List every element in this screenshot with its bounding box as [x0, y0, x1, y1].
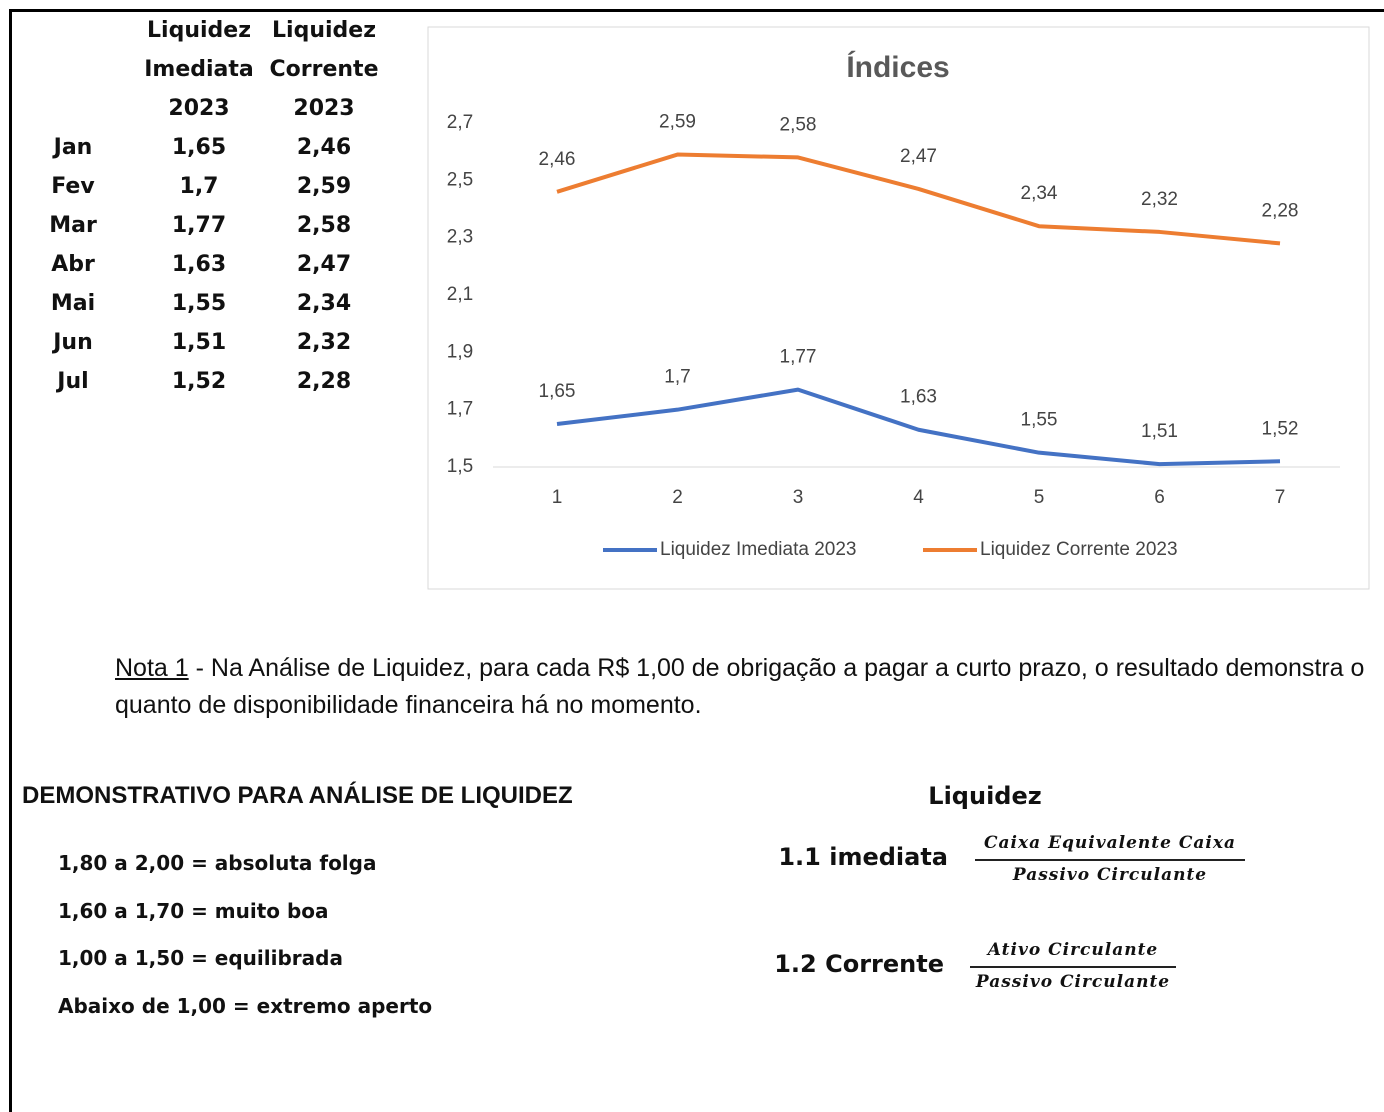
y-tick-label: 1,9: [447, 341, 473, 362]
scale-title: DEMONSTRATIVO PARA ANÁLISE DE LIQUIDEZ: [22, 782, 573, 809]
column-header: 2023: [168, 96, 230, 121]
table-cell: 1,65: [171, 135, 227, 160]
legend-label: Liquidez Corrente 2023: [980, 539, 1178, 560]
table-cell: 1,77: [171, 213, 227, 238]
data-label: 1,63: [900, 387, 937, 408]
x-tick-label: 2: [672, 487, 683, 508]
table-cell: 1,63: [171, 252, 227, 277]
formula-denominator: Passivo Circulante: [1012, 865, 1208, 885]
scale-item: Abaixo de 1,00 = extremo aperto: [58, 993, 433, 1018]
legend-label: Liquidez Imediata 2023: [660, 539, 856, 560]
table-cell: 2,47: [296, 252, 352, 277]
row-label: Jul: [57, 369, 89, 394]
data-label: 1,7: [664, 367, 690, 388]
note-label: Nota 1: [115, 654, 189, 682]
y-tick-label: 1,5: [447, 456, 473, 477]
formulas-title: Liquidez: [928, 782, 1042, 810]
table-cell: 2,28: [296, 369, 352, 394]
row-label: Mai: [50, 291, 96, 316]
formula-numerator: Caixa Equivalente Caixa: [983, 833, 1237, 853]
note: Nota 1 - Na Análise de Liquidez, para ca…: [115, 650, 1375, 724]
formula-label: 1.1 imediata: [778, 843, 948, 871]
page-border: [9, 9, 1384, 1112]
table-cell: 2,34: [296, 291, 352, 316]
scale-item: 1,00 a 1,50 = equilibrada: [58, 946, 343, 970]
column-header: Corrente: [269, 57, 379, 82]
data-label: 2,34: [1021, 183, 1058, 204]
table-cell: 2,32: [296, 330, 352, 355]
series-line: [556, 152, 1281, 246]
data-label: 2,59: [659, 112, 696, 133]
row-label: Jan: [53, 135, 93, 160]
y-tick-label: 1,7: [447, 399, 473, 420]
table-cell: 2,58: [296, 213, 352, 238]
fraction-bar: [970, 966, 1176, 968]
column-header: Liquidez: [147, 18, 251, 43]
row-label: Jun: [53, 330, 93, 355]
data-label: 2,46: [539, 149, 576, 170]
page: Liquidez Imediata 2023 Liquidez Corrente 2023…: [9, 9, 1384, 1112]
fraction-bar: [975, 859, 1245, 861]
series-line: [556, 387, 1281, 467]
y-tick-label: 2,5: [447, 169, 473, 190]
note-text: - Na Análise de Liquidez, para cada R$ 1…: [115, 654, 1365, 719]
table-cell: 2,46: [296, 135, 352, 160]
chart-frame: [427, 26, 1370, 590]
chart: Índices 1,5 1,7 1,9 2,1 2,3 2,5 2,7 1 2 3 4 5 6 7 1,65…: [427, 26, 1370, 590]
row-label: Abr: [51, 252, 95, 277]
row-label: Fev: [51, 174, 95, 199]
data-label: 2,47: [900, 146, 937, 167]
data-label: 1,65: [539, 381, 576, 402]
data-label: 1,77: [780, 347, 817, 368]
x-tick-label: 6: [1154, 487, 1165, 508]
table-cell: 1,55: [171, 291, 227, 316]
row-label: Mar: [49, 213, 97, 238]
data-label: 1,52: [1262, 418, 1299, 439]
y-tick-label: 2,3: [447, 227, 473, 248]
data-label: 1,55: [1021, 410, 1058, 431]
data-label: 2,32: [1141, 189, 1178, 210]
x-tick-label: 1: [552, 487, 563, 508]
x-tick-label: 4: [913, 487, 924, 508]
scale-item: 1,60 a 1,70 = muito boa: [58, 898, 329, 923]
scale-item: 1,80 a 2,00 = absoluta folga: [58, 851, 377, 875]
table-cell: 1,7: [179, 174, 219, 199]
formula-numerator: Ativo Circulante: [987, 940, 1159, 960]
column-header: Imediata: [144, 57, 254, 82]
y-tick-label: 2,7: [447, 112, 473, 133]
y-tick-label: 2,1: [447, 284, 473, 305]
column-header: 2023: [293, 96, 355, 121]
x-tick-label: 5: [1034, 487, 1045, 508]
table-cell: 2,59: [296, 174, 352, 199]
chart-title: Índices: [846, 50, 949, 84]
table-cell: 1,51: [171, 330, 227, 355]
table-cell: 1,52: [171, 369, 227, 394]
data-label: 2,28: [1262, 200, 1299, 221]
column-header: Liquidez: [272, 18, 376, 43]
x-tick-label: 7: [1275, 487, 1286, 508]
formula-denominator: Passivo Circulante: [975, 972, 1171, 992]
data-label: 1,51: [1141, 421, 1178, 442]
x-tick-label: 3: [793, 487, 804, 508]
formula-label: 1.2 Corrente: [774, 950, 944, 978]
data-label: 2,58: [780, 114, 817, 135]
